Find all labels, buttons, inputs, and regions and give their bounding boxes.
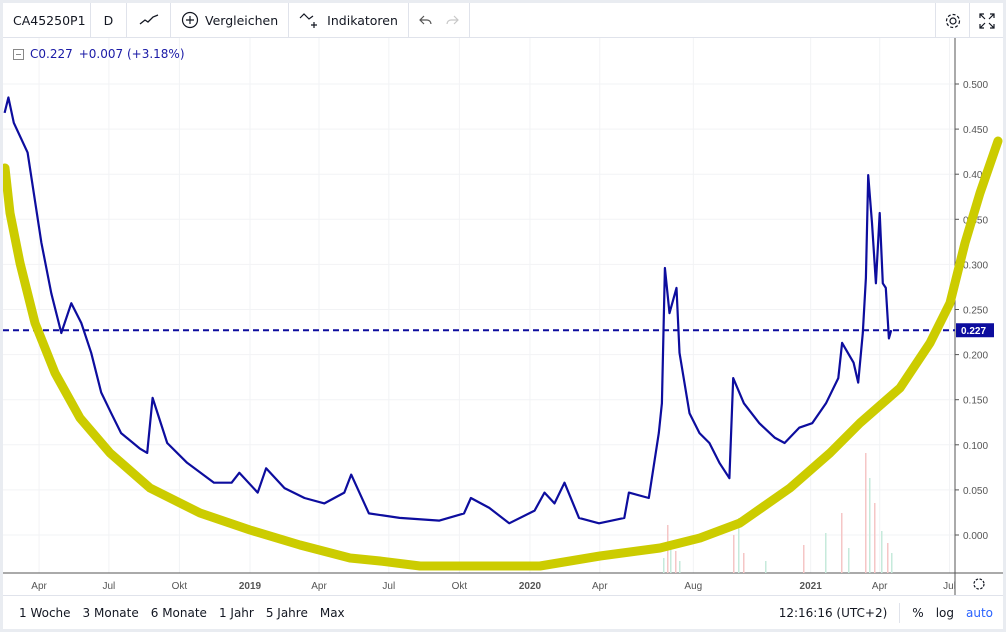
axis-settings-icon[interactable] [973,578,985,590]
range-button[interactable]: 3 Monate [82,605,139,620]
divider [899,603,901,623]
bottom-toolbar: 1 Woche 3 Monate 6 Monate 1 Jahr 5 Jahre Max … [3,595,1003,629]
y-tick-label: 0.500 [963,80,988,91]
last-price-label: 0.227 [961,326,986,337]
interval-button[interactable]: D [91,2,127,38]
x-tick-label: Jul [382,581,395,592]
y-tick-label: 0.300 [963,260,988,271]
redo-icon[interactable] [445,14,459,26]
interval-label: D [103,12,114,28]
collapse-legend-icon[interactable] [13,48,24,60]
volume-bar [887,543,889,573]
range-button[interactable]: 1 Jahr [218,605,254,620]
volume-bar [869,478,871,573]
line-chart-icon [139,14,159,26]
range-button[interactable]: Max [319,605,345,620]
compare-label: Vergleichen [205,12,279,28]
volume-bar [670,543,672,573]
series-legend: C0.227 +0.007 (+3.18%) [13,47,185,61]
symbol-search-button[interactable]: CA45250P1 [3,2,91,38]
x-tick-label: Apr [311,581,327,592]
fullscreen-button[interactable] [969,3,1003,38]
indicators-button[interactable]: Indikatoren [289,2,409,38]
undo-icon[interactable] [419,14,433,26]
range-button[interactable]: 1 Woche [19,605,71,620]
x-tick-label: 2019 [239,581,262,592]
x-tick-label: Apr [592,581,608,592]
x-tick-label: Jul [943,581,956,592]
price-chart[interactable]: 0.5000.4500.4000.3500.3000.2500.2000.150… [3,38,1003,595]
volume-bar [825,533,827,573]
log-scale-toggle[interactable]: log [935,606,954,620]
gear-icon [944,12,962,30]
y-tick-label: 0.150 [963,396,988,407]
volume-bar [663,558,665,573]
x-tick-label: Jul [102,581,115,592]
y-tick-label: 0.050 [963,486,988,497]
x-tick-label: Okt [452,581,468,592]
y-tick-label: 0.250 [963,306,988,317]
top-toolbar: CA45250P1 D Vergleichen Indikatoren [3,2,1003,38]
y-tick-label: 0.400 [963,170,988,181]
x-tick-label: Okt [172,581,188,592]
volume-bar [679,561,681,573]
y-tick-label: 0.450 [963,125,988,136]
x-tick-label: Aug [684,581,702,592]
y-tick-label: 0.200 [963,351,988,362]
undo-redo-group [409,2,470,38]
chart-widget: CA45250P1 D Vergleichen Indikatoren 0.50… [3,2,1003,629]
price-series-line [3,96,893,525]
volume-bar [675,551,677,573]
indicators-label: Indikatoren [327,12,398,28]
plus-circle-icon [181,11,199,29]
fullscreen-icon [978,12,995,29]
y-tick-label: 0.000 [963,531,988,542]
legend-close-value: C0.227 [30,47,73,61]
last-price-label-box [956,323,994,338]
clock-time[interactable]: 12:16:16 (UTC+2) [778,606,888,620]
percent-scale-toggle[interactable]: % [912,606,924,620]
auto-scale-toggle[interactable]: auto [965,606,993,620]
x-tick-label: Apr [872,581,888,592]
chart-type-button[interactable] [127,2,171,38]
volume-bar [738,518,740,573]
indicators-icon [299,11,321,29]
symbol-label: CA45250P1 [13,12,86,28]
volume-bar [765,561,767,573]
volume-bar [841,513,843,573]
legend-change-value: +0.007 (+3.18%) [78,47,185,61]
x-tick-label: 2021 [800,581,823,592]
y-tick-label: 0.100 [963,441,988,452]
volume-bar [865,453,867,573]
range-button[interactable]: 5 Jahre [265,605,308,620]
settings-button[interactable] [935,3,969,38]
volume-bar [848,548,850,573]
volume-bar [743,553,745,573]
volume-bar [881,531,883,573]
annotation-curve [3,136,1003,571]
volume-bar [891,553,893,573]
volume-bar [874,503,876,573]
x-tick-label: Apr [31,581,47,592]
volume-bar [803,545,805,573]
range-button[interactable]: 6 Monate [150,605,207,620]
x-tick-label: 2020 [519,581,542,592]
volume-bar [733,535,735,573]
compare-button[interactable]: Vergleichen [171,2,290,38]
